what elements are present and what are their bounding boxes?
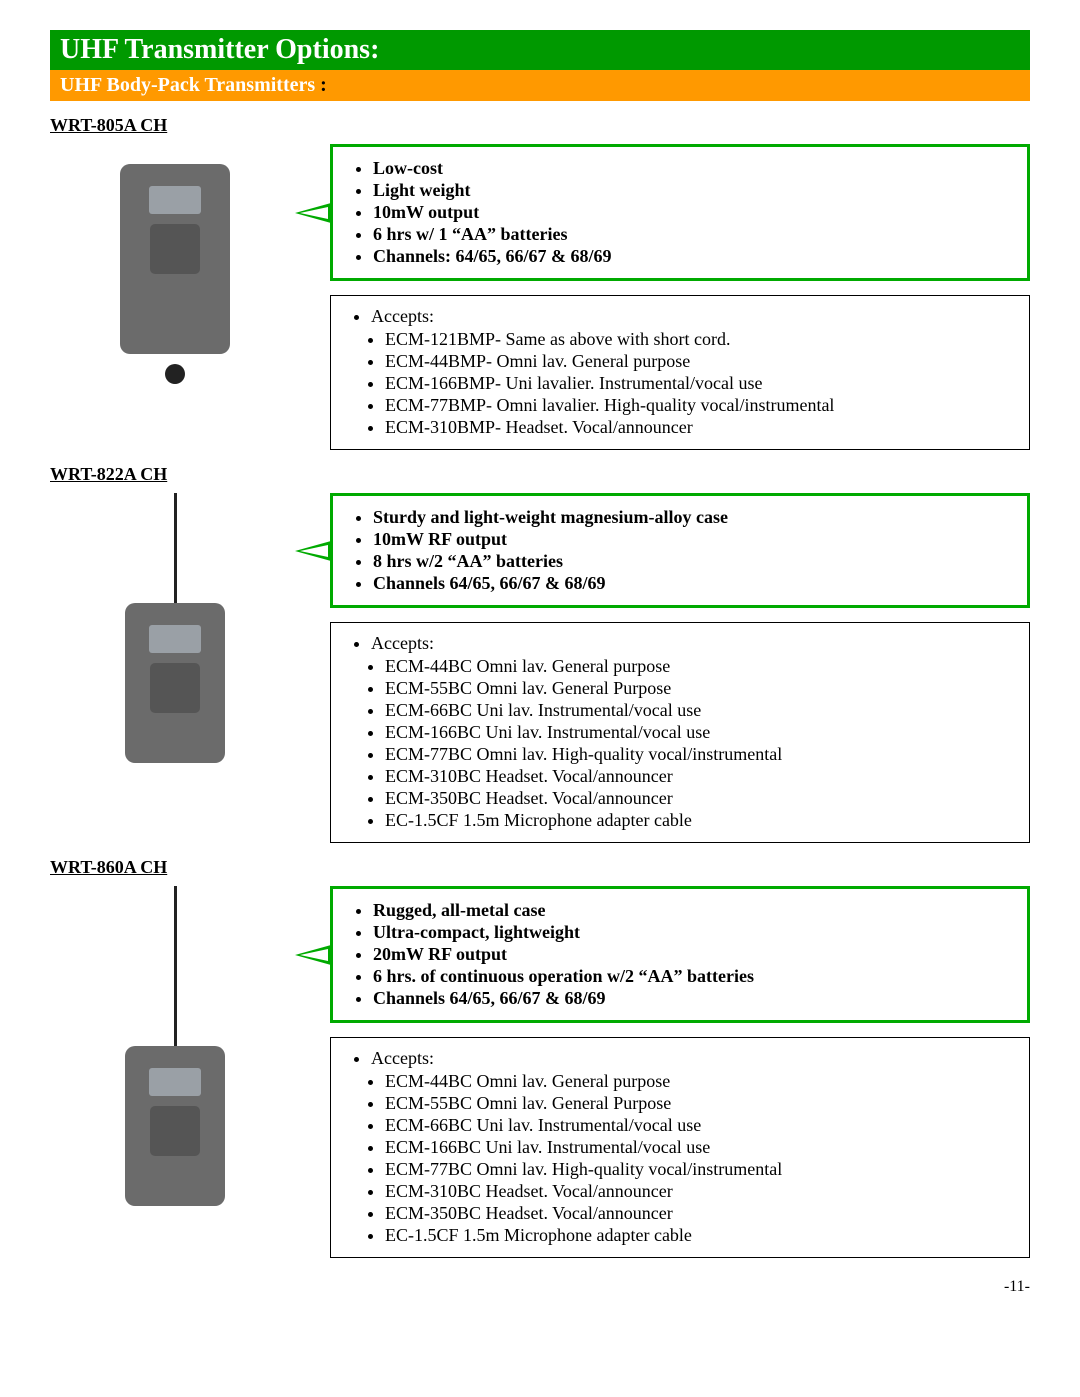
product-info: Sturdy and light-weight magnesium-alloy … — [300, 493, 1030, 843]
lavalier-icon — [165, 364, 185, 384]
product-image — [50, 144, 300, 384]
callout-arrow-icon — [295, 541, 331, 561]
accepts-item: ECM-44BMP- Omni lav. General purpose — [385, 351, 1013, 372]
product-info: Rugged, all-metal case Ultra-compact, li… — [300, 886, 1030, 1258]
feature-item: 6 hrs w/ 1 “AA” batteries — [373, 224, 1011, 245]
page: UHF Transmitter Options: UHF Body-Pack T… — [0, 0, 1080, 1346]
feature-item: 8 hrs w/2 “AA” batteries — [373, 551, 1011, 572]
feature-item: Rugged, all-metal case — [373, 900, 1011, 921]
accepts-item: ECM-350BC Headset. Vocal/announcer — [385, 1203, 1013, 1224]
section-title: UHF Transmitter Options: — [50, 30, 1030, 70]
feature-item: 6 hrs. of continuous operation w/2 “AA” … — [373, 966, 1011, 987]
product-block: WRT-822A CH Sturdy and light-weight magn… — [50, 464, 1030, 843]
product-info: Low-cost Light weight 10mW output 6 hrs … — [300, 144, 1030, 450]
accepts-item: EC-1.5CF 1.5m Microphone adapter cable — [385, 1225, 1013, 1246]
accepts-item: ECM-66BC Uni lav. Instrumental/vocal use — [385, 1115, 1013, 1136]
feature-item: Channels: 64/65, 66/67 & 68/69 — [373, 246, 1011, 267]
product-block: WRT-805A CH Low-cost Light weight 10mW o… — [50, 115, 1030, 450]
feature-item: Low-cost — [373, 158, 1011, 179]
accepts-box: Accepts: ECM-44BC Omni lav. General purp… — [330, 622, 1030, 843]
accepts-item: ECM-66BC Uni lav. Instrumental/vocal use — [385, 700, 1013, 721]
antenna-icon — [174, 886, 177, 1056]
feature-item: Channels 64/65, 66/67 & 68/69 — [373, 988, 1011, 1009]
accepts-list: ECM-44BC Omni lav. General purpose ECM-5… — [347, 1071, 1013, 1246]
section-subtitle: UHF Body-Pack Transmitters : — [50, 70, 1030, 101]
callout-arrow-icon — [295, 203, 331, 223]
accepts-label: Accepts: — [371, 1048, 1013, 1069]
accepts-label: Accepts: — [371, 306, 1013, 327]
feature-item: 10mW output — [373, 202, 1011, 223]
product-image — [50, 493, 300, 763]
accepts-item: ECM-166BC Uni lav. Instrumental/vocal us… — [385, 722, 1013, 743]
antenna-icon — [174, 493, 177, 613]
feature-callout: Sturdy and light-weight magnesium-alloy … — [330, 493, 1030, 608]
accepts-item: ECM-121BMP- Same as above with short cor… — [385, 329, 1013, 350]
accepts-item: ECM-310BC Headset. Vocal/announcer — [385, 766, 1013, 787]
transmitter-icon — [120, 164, 230, 354]
accepts-item: ECM-44BC Omni lav. General purpose — [385, 656, 1013, 677]
feature-item: Sturdy and light-weight magnesium-alloy … — [373, 507, 1011, 528]
feature-item: Light weight — [373, 180, 1011, 201]
accepts-item: ECM-55BC Omni lav. General Purpose — [385, 1093, 1013, 1114]
page-number: -11- — [50, 1278, 1030, 1296]
callout-arrow-icon — [295, 945, 331, 965]
feature-callout: Low-cost Light weight 10mW output 6 hrs … — [330, 144, 1030, 281]
accepts-item: ECM-77BMP- Omni lavalier. High-quality v… — [385, 395, 1013, 416]
feature-item: Ultra-compact, lightweight — [373, 922, 1011, 943]
transmitter-icon — [125, 603, 225, 763]
accepts-item: ECM-166BC Uni lav. Instrumental/vocal us… — [385, 1137, 1013, 1158]
accepts-item: ECM-310BMP- Headset. Vocal/announcer — [385, 417, 1013, 438]
feature-list: Low-cost Light weight 10mW output 6 hrs … — [349, 158, 1011, 267]
accepts-item: ECM-166BMP- Uni lavalier. Instrumental/v… — [385, 373, 1013, 394]
product-block: WRT-860A CH Rugged, all-metal case Ultra… — [50, 857, 1030, 1258]
product-model: WRT-805A CH — [50, 115, 1030, 136]
product-columns: Rugged, all-metal case Ultra-compact, li… — [50, 886, 1030, 1258]
feature-item: Channels 64/65, 66/67 & 68/69 — [373, 573, 1011, 594]
accepts-list: ECM-121BMP- Same as above with short cor… — [347, 329, 1013, 438]
accepts-box: Accepts: ECM-121BMP- Same as above with … — [330, 295, 1030, 450]
feature-callout: Rugged, all-metal case Ultra-compact, li… — [330, 886, 1030, 1023]
accepts-box: Accepts: ECM-44BC Omni lav. General purp… — [330, 1037, 1030, 1258]
product-model: WRT-860A CH — [50, 857, 1030, 878]
accepts-item: EC-1.5CF 1.5m Microphone adapter cable — [385, 810, 1013, 831]
accepts-item: ECM-55BC Omni lav. General Purpose — [385, 678, 1013, 699]
product-image — [50, 886, 300, 1206]
accepts-item: ECM-350BC Headset. Vocal/announcer — [385, 788, 1013, 809]
accepts-item: ECM-44BC Omni lav. General purpose — [385, 1071, 1013, 1092]
subtitle-text: UHF Body-Pack Transmitters — [60, 74, 315, 96]
accepts-label: Accepts: — [371, 633, 1013, 654]
product-columns: Sturdy and light-weight magnesium-alloy … — [50, 493, 1030, 843]
product-columns: Low-cost Light weight 10mW output 6 hrs … — [50, 144, 1030, 450]
product-model: WRT-822A CH — [50, 464, 1030, 485]
subtitle-colon: : — [320, 74, 327, 96]
accepts-item: ECM-77BC Omni lav. High-quality vocal/in… — [385, 744, 1013, 765]
feature-item: 20mW RF output — [373, 944, 1011, 965]
transmitter-icon — [125, 1046, 225, 1206]
accepts-list: ECM-44BC Omni lav. General purpose ECM-5… — [347, 656, 1013, 831]
feature-list: Sturdy and light-weight magnesium-alloy … — [349, 507, 1011, 594]
feature-item: 10mW RF output — [373, 529, 1011, 550]
accepts-item: ECM-77BC Omni lav. High-quality vocal/in… — [385, 1159, 1013, 1180]
feature-list: Rugged, all-metal case Ultra-compact, li… — [349, 900, 1011, 1009]
accepts-item: ECM-310BC Headset. Vocal/announcer — [385, 1181, 1013, 1202]
